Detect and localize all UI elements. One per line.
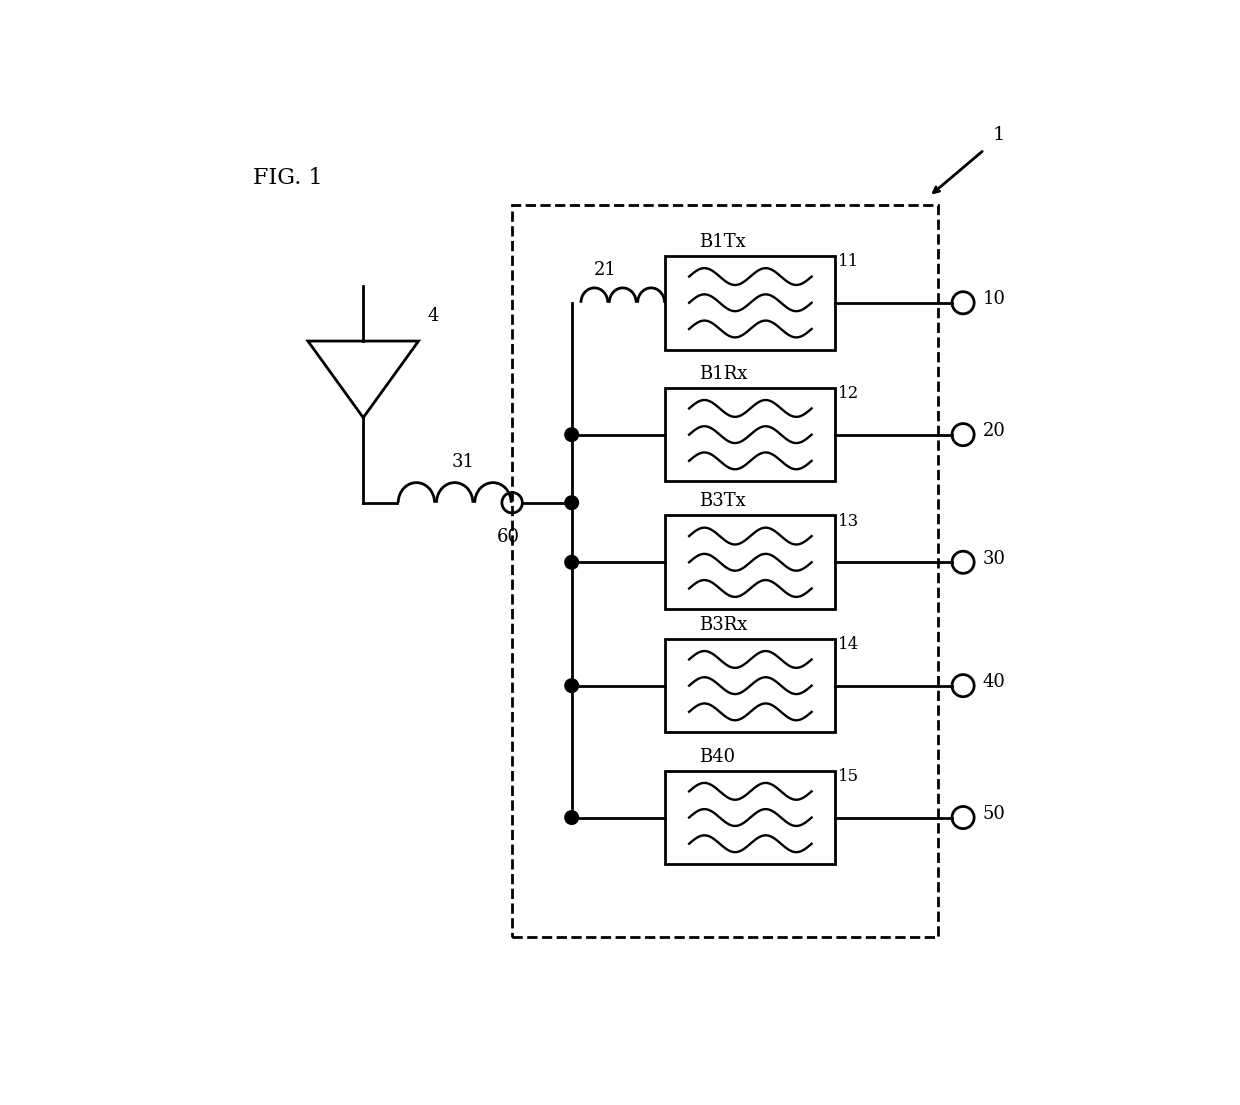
FancyBboxPatch shape <box>666 639 836 733</box>
Circle shape <box>565 678 579 693</box>
FancyBboxPatch shape <box>666 515 836 609</box>
Text: 30: 30 <box>982 550 1006 568</box>
Circle shape <box>565 556 579 569</box>
Text: 15: 15 <box>838 768 859 786</box>
Circle shape <box>565 428 579 442</box>
Text: 13: 13 <box>838 513 859 530</box>
Text: 11: 11 <box>838 253 859 271</box>
Text: B3Rx: B3Rx <box>699 615 748 634</box>
FancyBboxPatch shape <box>666 256 836 349</box>
Text: B3Tx: B3Tx <box>699 493 746 511</box>
Text: B1Tx: B1Tx <box>699 233 746 251</box>
FancyBboxPatch shape <box>666 771 836 864</box>
Text: B40: B40 <box>699 748 735 766</box>
Circle shape <box>565 811 579 824</box>
Text: 1: 1 <box>993 126 1006 144</box>
Text: 10: 10 <box>982 291 1006 308</box>
Text: 50: 50 <box>982 806 1006 823</box>
Text: 60: 60 <box>496 528 520 546</box>
Text: 20: 20 <box>982 422 1006 440</box>
Text: 21: 21 <box>594 261 618 278</box>
Text: 40: 40 <box>982 673 1006 692</box>
Text: 14: 14 <box>838 636 859 653</box>
Text: 31: 31 <box>451 453 475 471</box>
Text: B1Rx: B1Rx <box>699 365 748 382</box>
FancyBboxPatch shape <box>666 388 836 482</box>
Text: 4: 4 <box>427 306 439 325</box>
Text: 12: 12 <box>838 386 859 402</box>
Circle shape <box>565 496 579 509</box>
Text: FIG. 1: FIG. 1 <box>253 167 322 189</box>
